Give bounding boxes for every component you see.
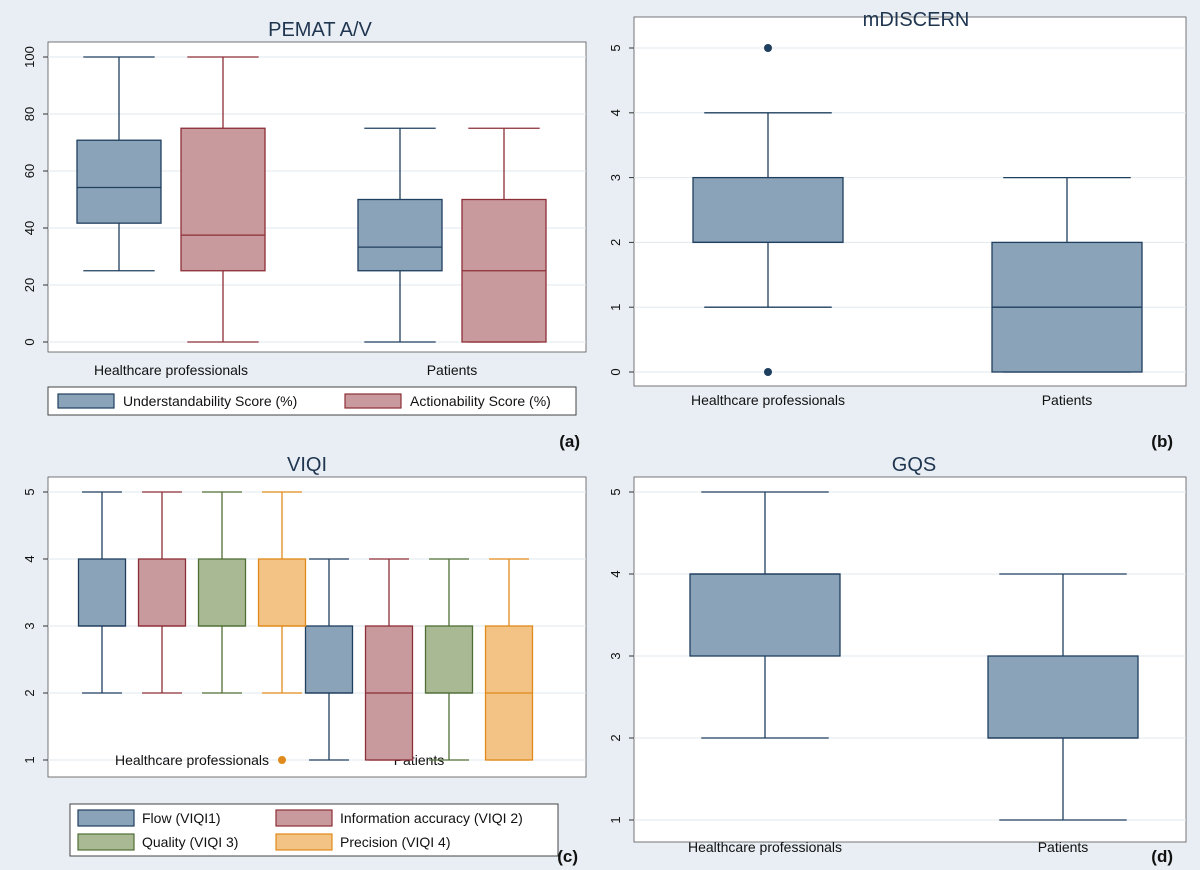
category-label: Healthcare professionals (94, 362, 248, 378)
box-plot (991, 176, 1143, 373)
y-tick-label: 5 (22, 488, 37, 495)
panel-letter: (c) (557, 847, 578, 866)
iqr-box (197, 558, 247, 627)
legend: Understandability Score (%) Actionability… (47, 386, 577, 416)
y-tick-label: 2 (22, 689, 37, 696)
legend: Flow (VIQI1) Information accuracy (VIQI 2… (69, 803, 559, 857)
iqr-box (304, 625, 354, 694)
y-tick-label: 3 (22, 622, 37, 629)
panel-a: PEMAT A/V 0 20 40 60 80 100 Healthcare professi… (22, 19, 587, 451)
iqr-box (689, 573, 841, 657)
iqr-box (137, 558, 187, 627)
legend-swatch (77, 809, 135, 827)
y-tick-label: 2 (608, 239, 623, 246)
y-tick-label: 3 (608, 652, 623, 659)
box-plot (77, 491, 127, 694)
iqr-box (424, 625, 474, 694)
box-plot (484, 558, 534, 761)
category-label: Healthcare professionals (115, 752, 269, 768)
category-label: Healthcare professionals (688, 839, 842, 855)
legend-swatch (275, 809, 333, 827)
category-label: Patients (1042, 392, 1093, 408)
y-tick-label: 40 (22, 221, 37, 235)
y-tick-label: 4 (22, 555, 37, 562)
y-tick-label: 4 (608, 570, 623, 577)
y-tick-label: 1 (22, 756, 37, 763)
iqr-box (987, 655, 1139, 739)
box-plot (364, 558, 414, 761)
box-plot (304, 558, 354, 761)
iqr-box (77, 558, 127, 627)
panel-d: GQS 1 2 3 4 5 Healthcare professionals Patients… (608, 454, 1187, 866)
iqr-box (257, 558, 307, 627)
box-plot (461, 127, 547, 343)
category-label: Patients (427, 362, 478, 378)
y-tick-label: 80 (22, 107, 37, 121)
y-tick-label: 60 (22, 164, 37, 178)
category-label: Healthcare professionals (691, 392, 845, 408)
box-plot (357, 127, 443, 343)
legend-label: Information accuracy (VIQI 2) (340, 810, 523, 826)
panel-letter: (d) (1151, 847, 1173, 866)
box-plot (137, 491, 187, 694)
panel-title: mDISCERN (863, 9, 970, 31)
y-tick-label: 0 (608, 368, 623, 375)
category-label: Patients (1038, 839, 1089, 855)
legend-swatch (344, 393, 402, 409)
y-tick-label: 0 (22, 338, 37, 345)
panel-title: PEMAT A/V (268, 19, 372, 41)
legend-label: Actionability Score (%) (410, 393, 551, 409)
panel-title: GQS (892, 454, 936, 476)
iqr-box (76, 139, 162, 224)
y-tick-label: 5 (608, 44, 623, 51)
legend-box (47, 386, 577, 416)
box-plot (424, 558, 474, 761)
y-tick-label: 1 (608, 304, 623, 311)
outlier-point (764, 44, 772, 52)
iqr-box (692, 176, 844, 244)
iqr-box (180, 127, 266, 272)
y-tick-label: 3 (608, 174, 623, 181)
y-tick-label: 4 (608, 109, 623, 116)
y-tick-label: 2 (608, 734, 623, 741)
legend-swatch (57, 393, 115, 409)
panel-b: mDISCERN 0 1 2 3 4 5 Healthcare professionals Pa… (608, 9, 1187, 451)
y-tick-label: 5 (608, 488, 623, 495)
box-plot (692, 44, 844, 376)
box-plot (689, 491, 841, 739)
legend-swatch (77, 833, 135, 851)
legend-label: Flow (VIQI1) (142, 810, 221, 826)
outlier-point (764, 368, 772, 376)
box-plot (257, 491, 307, 764)
y-tick-label: 20 (22, 278, 37, 292)
box-plot (197, 491, 247, 694)
box-plot (180, 56, 266, 343)
legend-label: Quality (VIQI 3) (142, 834, 238, 850)
y-tick-label: 1 (608, 816, 623, 823)
panel-letter: (b) (1151, 432, 1173, 451)
legend-label: Understandability Score (%) (123, 393, 297, 409)
panel-letter: (a) (559, 432, 580, 451)
iqr-box (357, 198, 443, 272)
y-tick-label: 100 (22, 46, 37, 68)
box-plot (987, 573, 1139, 821)
legend-label: Precision (VIQI 4) (340, 834, 450, 850)
panel-title: VIQI (287, 454, 327, 476)
box-plot (76, 56, 162, 272)
legend-swatch (275, 833, 333, 851)
outlier-point (278, 756, 286, 764)
